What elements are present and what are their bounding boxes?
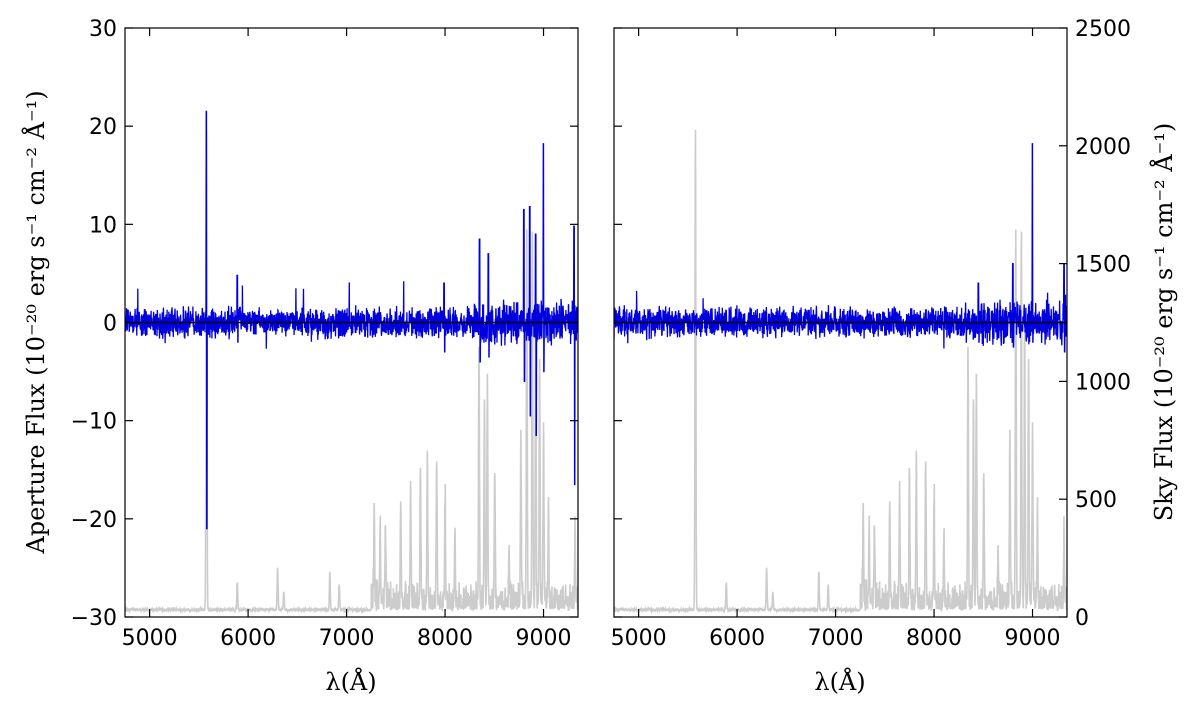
- left-x-tick-label: 7000: [319, 626, 375, 651]
- left-x-tick-label: 8000: [417, 626, 473, 651]
- right-y-tick-label: 0: [1075, 606, 1089, 631]
- left-y-tick-label: −20: [71, 508, 117, 533]
- left-plot-area: [125, 110, 578, 614]
- left-x-tick-label: 6000: [220, 626, 276, 651]
- right-y-tick-label: 1500: [1075, 253, 1131, 278]
- right-panel: 5000 6000 7000 8000 900025002000150010005000…: [611, 17, 1178, 696]
- left-y-axis-label: Aperture Flux (10⁻²⁰ erg s⁻¹ cm⁻² Å⁻¹): [21, 90, 50, 554]
- left-y-tick-label: −30: [71, 606, 117, 631]
- left-sky-flux-line: [125, 129, 578, 614]
- right-sky-flux-line: [614, 129, 1067, 614]
- right-x-tick-label: 5000: [611, 626, 667, 651]
- left-y-tick-label: 20: [89, 115, 117, 140]
- right-y-tick-label: 1000: [1075, 370, 1131, 395]
- left-panel: 5000 6000 7000 8000 9000 30 20 10 0 −10 −20 −30 λ(Å…: [21, 17, 579, 696]
- right-x-tick-label: 9000: [1005, 626, 1061, 651]
- left-y-tick-label: 10: [89, 213, 117, 238]
- right-aperture-flux-line: [614, 143, 1067, 353]
- right-x-tick-label: 7000: [808, 626, 864, 651]
- left-x-tick-label: 5000: [122, 626, 178, 651]
- left-x-axis-label: λ(Å): [325, 667, 376, 696]
- left-y-tick-label: 30: [89, 17, 117, 42]
- right-x-axis-label: λ(Å): [814, 667, 865, 696]
- right-plot-area: [614, 129, 1067, 614]
- left-y-tick-label: 0: [103, 312, 117, 337]
- left-ticks: 5000 6000 7000 8000 9000 30 20 10 0 −10 −20 −30: [71, 17, 578, 651]
- left-x-tick-label: 9000: [516, 626, 572, 651]
- right-y-tick-label: 2000: [1075, 135, 1131, 160]
- left-aperture-flux-line: [125, 110, 578, 530]
- left-y-tick-label: −10: [71, 410, 117, 435]
- right-x-tick-label: 6000: [709, 626, 765, 651]
- right-y-tick-label: 500: [1075, 488, 1117, 513]
- right-y-tick-label: 2500: [1075, 17, 1131, 42]
- right-x-tick-label: 8000: [906, 626, 962, 651]
- right-y-axis-label: Sky Flux (10⁻²⁰ erg s⁻¹ cm⁻² Å⁻¹): [1149, 123, 1178, 522]
